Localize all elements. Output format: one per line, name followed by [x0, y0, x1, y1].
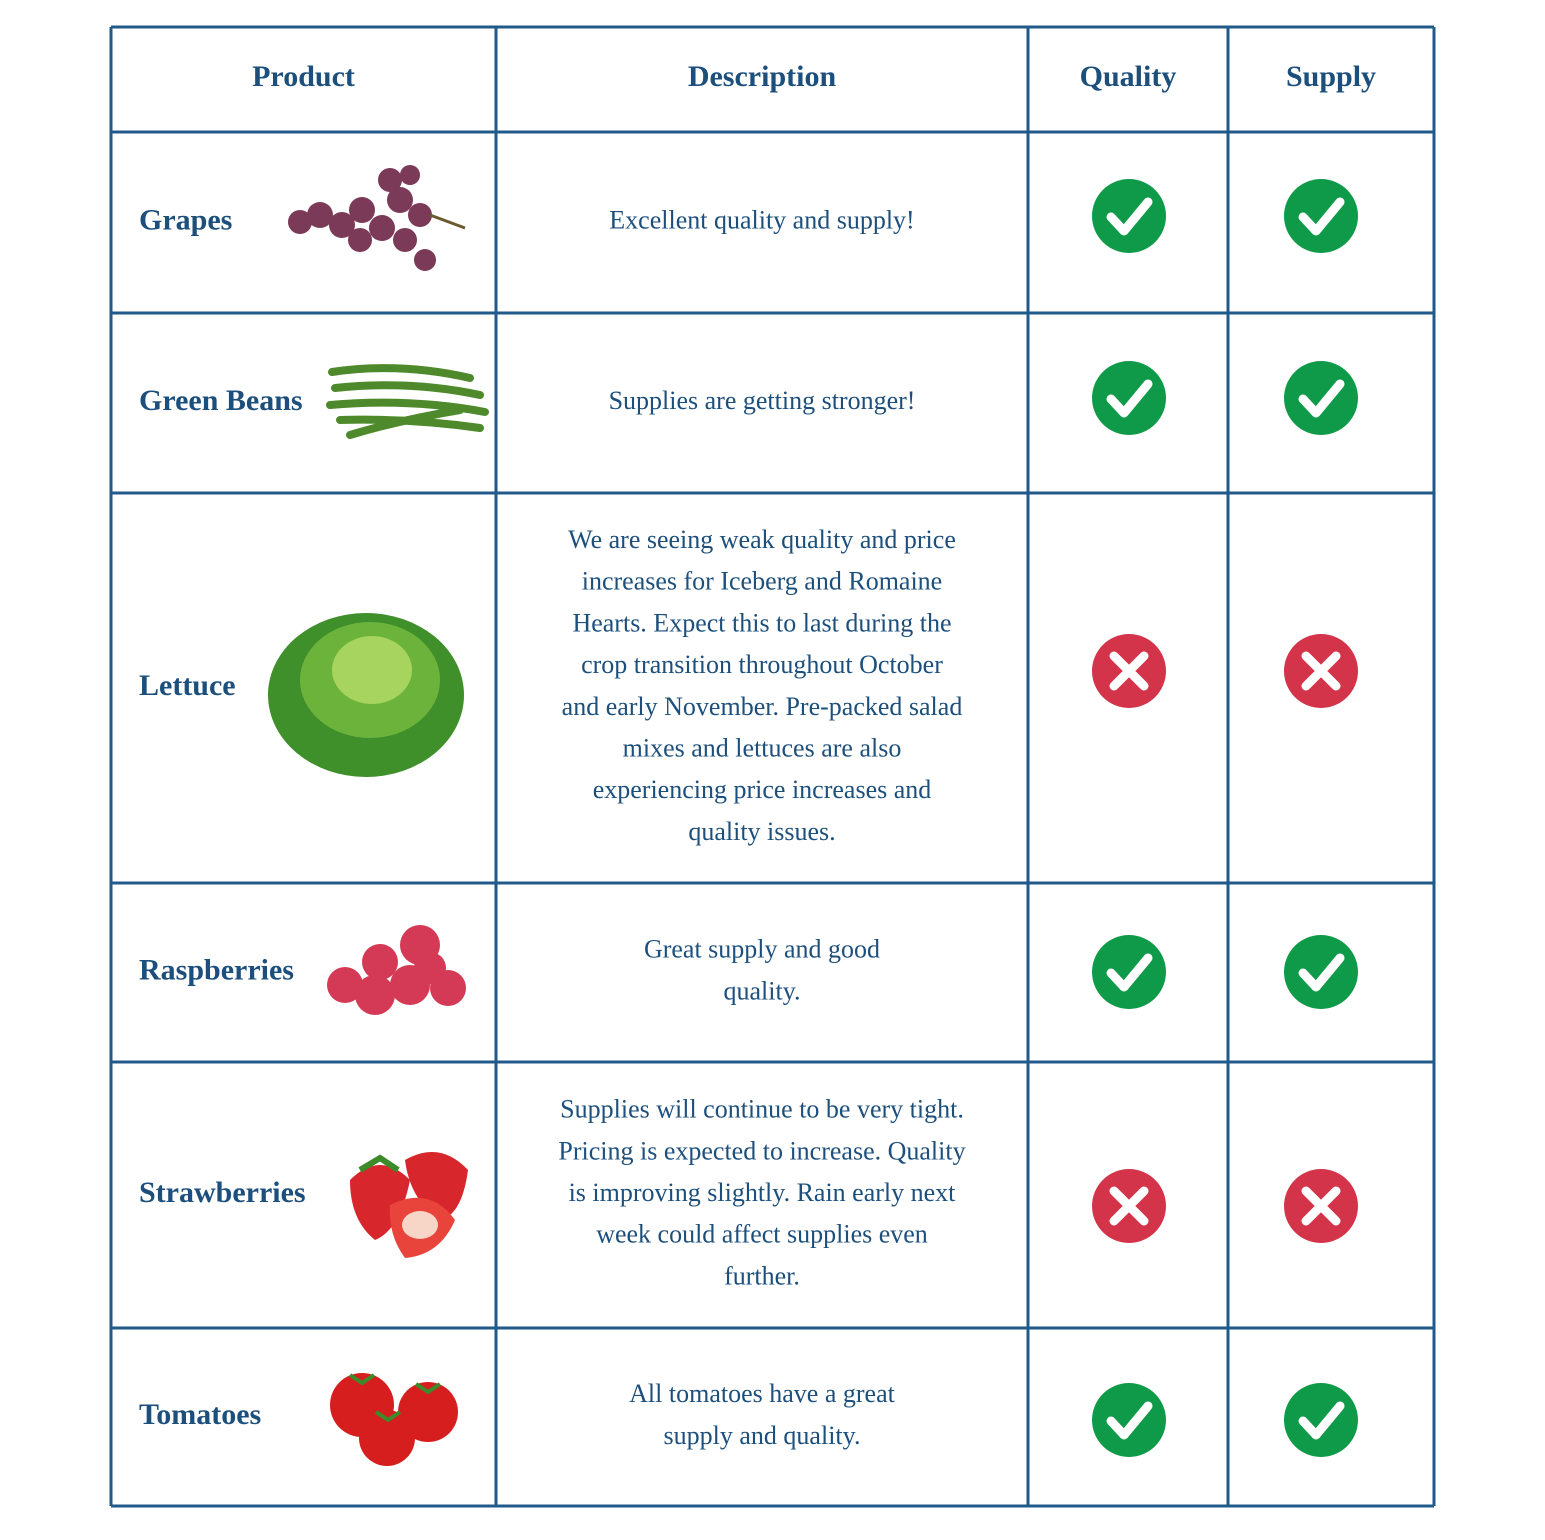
icon-glyph [1301, 1186, 1341, 1226]
icon-glyph [1106, 379, 1153, 418]
description-line: week could affect supplies even [596, 1220, 928, 1249]
icon-glyph [1109, 1186, 1149, 1226]
icon-glyph [1298, 1401, 1345, 1440]
check-icon [1284, 1383, 1358, 1457]
tomatoes-image [330, 1373, 458, 1466]
column-header: Product [252, 60, 355, 93]
raspberries-image [327, 925, 466, 1015]
description-line: is improving slightly. Rain early next [569, 1178, 957, 1207]
description-line: further. [724, 1261, 800, 1290]
description-line: Pricing is expected to increase. Quality [558, 1136, 965, 1165]
description-line: All tomatoes have a great [629, 1379, 895, 1408]
description-line: Excellent quality and supply! [609, 205, 914, 234]
description-line: crop transition throughout October [581, 650, 943, 679]
check-icon [1284, 179, 1358, 253]
strawberries-image [350, 1152, 468, 1258]
icon-glyph [1106, 197, 1153, 236]
check-icon [1092, 361, 1166, 435]
column-header: Quality [1080, 60, 1177, 93]
product-name: Strawberries [139, 1176, 306, 1209]
product-name: Grapes [139, 203, 232, 236]
description-line: Great supply and good [644, 935, 880, 964]
icon-glyph [1109, 651, 1149, 691]
description-line: Supplies will continue to be very tight. [560, 1095, 964, 1124]
icon-glyph [1298, 379, 1345, 418]
description-line: quality. [723, 976, 800, 1005]
description-line: mixes and lettuces are also [623, 734, 902, 763]
icon-glyph [1106, 953, 1153, 992]
product-name: Lettuce [139, 669, 236, 702]
lettuce-image [268, 613, 464, 777]
description-line: increases for Iceberg and Romaine [582, 567, 942, 596]
product-name: Green Beans [139, 384, 303, 417]
description-line: experiencing price increases and [593, 775, 932, 804]
check-icon [1092, 179, 1166, 253]
description-line: quality issues. [688, 817, 835, 846]
icon-glyph [1298, 197, 1345, 236]
icon-glyph [1106, 1401, 1153, 1440]
column-header: Description [688, 60, 837, 93]
check-icon [1092, 1383, 1166, 1457]
description-line: Supplies are getting stronger! [609, 386, 916, 415]
product-name: Raspberries [139, 953, 294, 986]
description-line: and early November. Pre-packed salad [562, 692, 963, 721]
description-line: We are seeing weak quality and price [568, 525, 956, 554]
column-header: Supply [1286, 60, 1376, 93]
description-line: Hearts. Expect this to last during the [572, 608, 951, 637]
check-icon [1092, 935, 1166, 1009]
description-line: supply and quality. [664, 1421, 861, 1450]
icon-glyph [1298, 953, 1345, 992]
check-icon [1284, 361, 1358, 435]
check-icon [1284, 935, 1358, 1009]
icon-glyph [1301, 651, 1341, 691]
grapes-image [288, 165, 466, 271]
product-name: Tomatoes [139, 1398, 261, 1431]
green-beans-image [326, 364, 489, 439]
